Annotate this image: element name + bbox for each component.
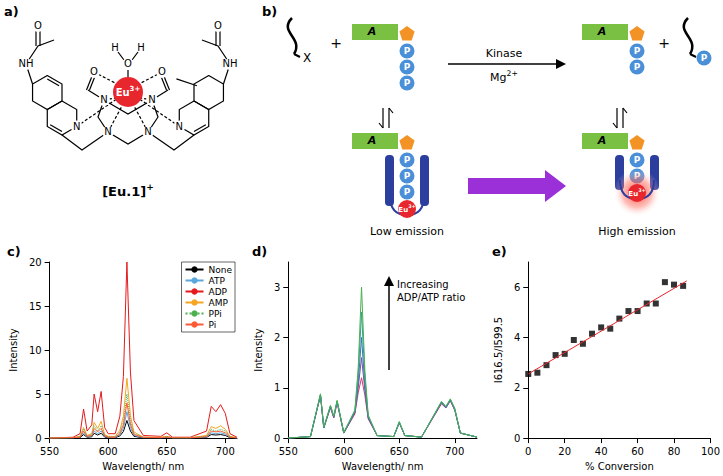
svg-text:Wavelength/ nm: Wavelength/ nm [342,461,424,472]
svg-text:O: O [158,66,166,77]
svg-text:2: 2 [274,332,280,343]
svg-text:3: 3 [274,282,280,293]
svg-text:Eu3+: Eu3+ [628,187,645,197]
svg-text:Intensity: Intensity [8,328,19,372]
svg-text:Wavelength/ nm: Wavelength/ nm [102,461,184,472]
svg-text:20: 20 [558,446,571,457]
svg-text:H: H [137,42,145,53]
svg-text:700: 700 [216,446,235,457]
svg-text:P: P [404,46,411,56]
svg-text:P: P [404,187,411,197]
svg-text:P: P [634,46,641,56]
svg-text:0: 0 [525,446,531,457]
svg-text:AMP: AMP [209,298,229,308]
svg-text:60: 60 [631,446,644,457]
svg-text:I616.5/I599.5: I616.5/I599.5 [493,317,504,384]
svg-text:H: H [111,42,119,53]
svg-text:0: 0 [35,433,41,444]
svg-text:P: P [404,171,411,181]
svg-text:e): e) [492,244,507,259]
svg-text:15: 15 [29,301,42,312]
svg-text:O: O [124,58,132,69]
svg-text:a): a) [4,4,19,19]
svg-text:N: N [73,121,80,132]
svg-text:+: + [330,35,342,51]
svg-text:550: 550 [279,446,298,457]
svg-text:c): c) [7,244,21,259]
svg-text:P: P [634,155,641,165]
svg-text:N: N [104,126,111,137]
svg-text:NH: NH [19,58,34,69]
svg-text:600: 600 [334,446,353,457]
svg-text:0: 0 [274,433,280,444]
svg-text:P: P [404,62,411,72]
svg-text:Low emission: Low emission [370,225,444,238]
svg-text:100: 100 [701,446,720,457]
svg-text:Mg2+: Mg2+ [490,69,518,84]
svg-text:ATP: ATP [209,276,226,286]
svg-text:0: 0 [514,433,520,444]
svg-text:O: O [90,66,98,77]
svg-text:PPi: PPi [209,309,222,319]
svg-text:None: None [209,265,233,275]
svg-text:10: 10 [29,345,42,356]
svg-text:Kinase: Kinase [486,47,523,60]
svg-text:N: N [176,121,183,132]
svg-text:N: N [144,126,151,137]
svg-text:High emission: High emission [598,225,676,238]
svg-text:NH: NH [223,58,238,69]
svg-text:A: A [367,134,377,147]
svg-text:20: 20 [29,257,42,268]
svg-text:80: 80 [668,446,681,457]
svg-text:Intensity: Intensity [253,328,264,372]
svg-text:+: + [658,35,670,51]
svg-text:650: 650 [390,446,409,457]
svg-text:ADP: ADP [209,287,228,297]
svg-text:N: N [100,94,107,105]
svg-text:600: 600 [99,446,118,457]
svg-text:d): d) [252,244,267,259]
svg-text:5: 5 [35,389,41,400]
svg-text:Eu3+: Eu3+ [116,85,141,98]
svg-text:P: P [634,62,641,72]
svg-text:A: A [597,134,607,147]
svg-text:ADP/ATP ratio: ADP/ATP ratio [397,292,465,303]
svg-text:Eu3+: Eu3+ [398,203,415,213]
svg-text:Increasing: Increasing [397,279,449,290]
svg-text:O: O [214,20,222,31]
svg-text:Pi: Pi [209,320,217,330]
svg-text:40: 40 [595,446,608,457]
svg-text:[Eu.1]+: [Eu.1]+ [102,181,154,198]
svg-text:2: 2 [514,382,520,393]
svg-text:6: 6 [514,282,520,293]
svg-text:N: N [148,94,155,105]
svg-text:X: X [303,51,311,65]
svg-text:A: A [367,25,377,38]
svg-text:700: 700 [445,446,464,457]
svg-text:P: P [404,78,411,88]
svg-text:1: 1 [274,382,280,393]
svg-text:4: 4 [514,332,520,343]
svg-text:% Conversion: % Conversion [585,461,654,472]
svg-text:P: P [701,53,708,63]
svg-text:O: O [34,20,42,31]
svg-text:550: 550 [40,446,59,457]
svg-text:P: P [404,155,411,165]
svg-text:b): b) [262,4,277,19]
svg-text:650: 650 [157,446,176,457]
svg-text:A: A [597,25,607,38]
